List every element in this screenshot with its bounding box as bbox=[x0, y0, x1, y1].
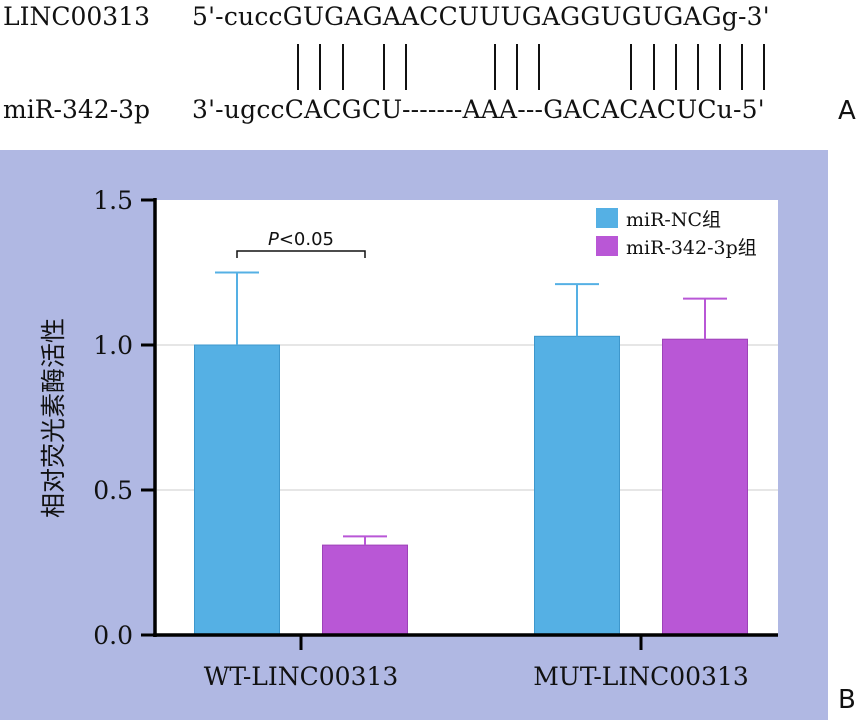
error-bar-mut-mir-nc bbox=[555, 283, 599, 337]
base-pair-line bbox=[675, 44, 677, 90]
y-tick-label: 0.0 bbox=[93, 621, 133, 650]
p-threshold: <0.05 bbox=[279, 229, 334, 250]
error-bar-wt-mir-342-3p bbox=[343, 535, 387, 546]
panel-label-a: A bbox=[838, 96, 856, 126]
base-pair-line bbox=[494, 44, 496, 90]
y-axis-label: 相对荧光素酶活性 bbox=[39, 318, 68, 518]
bar-wt-mir-342-3p bbox=[322, 544, 408, 636]
x-category-label-wt: WT-LINC00313 bbox=[204, 662, 399, 691]
mir-342-3p-label: miR-342-3p bbox=[3, 95, 151, 124]
legend: miR-NC组 miR-342-3p组 bbox=[596, 208, 757, 259]
base-pair-line bbox=[697, 44, 699, 90]
error-bar-mut-mir-342-3p bbox=[683, 297, 727, 340]
base-pair-line bbox=[405, 44, 407, 90]
legend-label-mir-nc: miR-NC组 bbox=[626, 209, 721, 231]
base-pair-line bbox=[741, 44, 743, 90]
base-pair-line bbox=[383, 44, 385, 90]
linc00313-label: LINC00313 bbox=[3, 2, 151, 31]
p-symbol: P bbox=[268, 229, 279, 250]
linc00313-sequence: 5'-cuccGUGAGAACCUUUGAGGUGUGAGg-3' bbox=[192, 2, 770, 31]
bar-mut-mir-nc bbox=[534, 335, 620, 636]
base-pair-line bbox=[538, 44, 540, 90]
mir-342-3p-sequence: 3'-ugccCACGCU-------AAA---GACACACUCu-5' bbox=[192, 95, 765, 124]
base-pair-line bbox=[516, 44, 518, 90]
bar-wt-mir-nc bbox=[194, 344, 280, 636]
y-tick-label: 0.5 bbox=[93, 476, 133, 505]
legend-swatch-mir-342-3p bbox=[596, 236, 618, 256]
base-pair-line bbox=[297, 44, 299, 90]
significance-label: P<0.05 bbox=[268, 229, 334, 250]
base-pair-line bbox=[342, 44, 344, 90]
significance-bracket bbox=[236, 250, 366, 258]
panel-label-b: B bbox=[838, 685, 856, 715]
base-pair-line bbox=[763, 44, 765, 90]
base-pair-line bbox=[719, 44, 721, 90]
bar-mut-mir-342-3p bbox=[662, 338, 748, 636]
base-pair-line bbox=[630, 44, 632, 90]
sequence-alignment-panel: LINC00313 5'-cuccGUGAGAACCUUUGAGGUGUGAGg… bbox=[0, 0, 860, 140]
legend-swatch-mir-nc bbox=[596, 208, 618, 228]
x-category-label-mut: MUT-LINC00313 bbox=[533, 662, 749, 691]
legend-label-mir-342-3p: miR-342-3p组 bbox=[626, 237, 757, 259]
bar-chart: 0.0 0.5 1.0 1.5 WT-LINC00313 MUT-LINC003… bbox=[39, 186, 856, 715]
base-pair-line bbox=[319, 44, 321, 90]
y-tick-label: 1.0 bbox=[93, 331, 133, 360]
y-tick-label: 1.5 bbox=[93, 186, 133, 215]
error-bar-wt-mir-nc bbox=[215, 271, 259, 345]
base-pair-line bbox=[653, 44, 655, 90]
